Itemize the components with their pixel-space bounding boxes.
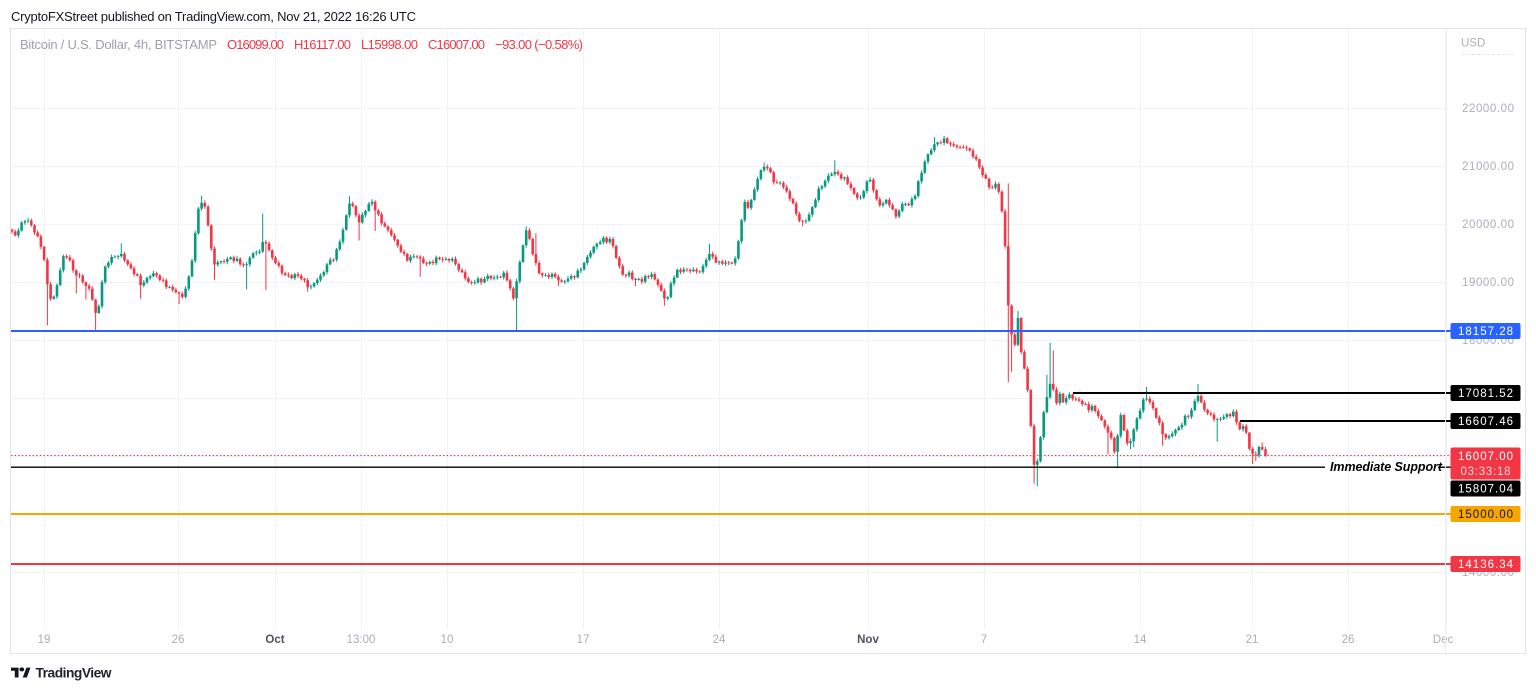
svg-text:16607.46: 16607.46	[1458, 416, 1513, 428]
svg-text:CryptoFXStreet published on Tr: CryptoFXStreet published on TradingView.…	[11, 9, 416, 24]
svg-text:TradingView: TradingView	[36, 666, 112, 681]
svg-text:21000.00: 21000.00	[1462, 161, 1514, 173]
svg-text:17081.52: 17081.52	[1458, 388, 1513, 400]
svg-text:Nov: Nov	[857, 634, 879, 646]
svg-text:L15998.00: L15998.00	[361, 37, 418, 52]
svg-text:14136.34: 14136.34	[1458, 559, 1514, 571]
svg-text:Bitcoin / U.S. Dollar, 4h, BIT: Bitcoin / U.S. Dollar, 4h, BITSTAMP	[20, 37, 217, 52]
svg-text:03:33:18: 03:33:18	[1461, 466, 1511, 478]
svg-text:15807.04: 15807.04	[1458, 484, 1514, 496]
svg-text:22000.00: 22000.00	[1462, 103, 1514, 115]
svg-text:Immediate Support: Immediate Support	[1330, 460, 1443, 474]
svg-text:Dec: Dec	[1433, 634, 1454, 646]
svg-text:H16117.00: H16117.00	[294, 37, 351, 52]
svg-text:14: 14	[1134, 634, 1147, 646]
svg-text:19000.00: 19000.00	[1462, 277, 1514, 289]
svg-text:24: 24	[713, 634, 726, 646]
svg-text:18157.28: 18157.28	[1458, 326, 1513, 338]
svg-text:O16099.00: O16099.00	[227, 37, 284, 52]
svg-text:16007.00: 16007.00	[1458, 451, 1513, 463]
svg-text:Oct: Oct	[265, 634, 284, 646]
svg-text:17: 17	[577, 634, 590, 646]
svg-text:20000.00: 20000.00	[1462, 219, 1514, 231]
svg-text:13:00: 13:00	[347, 634, 376, 646]
svg-text:26: 26	[172, 634, 185, 646]
svg-text:7: 7	[981, 634, 987, 646]
svg-text:21: 21	[1246, 634, 1259, 646]
svg-text:15000.00: 15000.00	[1458, 509, 1513, 521]
svg-text:C16007.00: C16007.00	[428, 37, 485, 52]
svg-text:19: 19	[38, 634, 51, 646]
svg-text:26: 26	[1342, 634, 1355, 646]
svg-text:−93.00 (−0.58%): −93.00 (−0.58%)	[495, 37, 583, 52]
svg-text:10: 10	[441, 634, 454, 646]
svg-text:USD: USD	[1461, 38, 1485, 50]
